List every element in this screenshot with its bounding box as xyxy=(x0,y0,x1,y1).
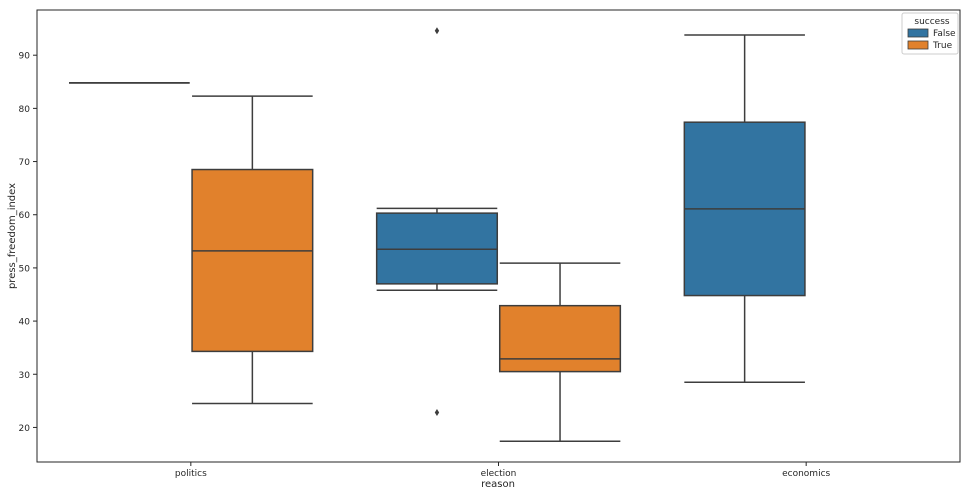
boxes-layer xyxy=(68,27,806,443)
legend-swatch-true xyxy=(907,40,929,50)
y-tick-label: 50 xyxy=(19,264,31,274)
legend-swatch-false xyxy=(907,28,929,38)
y-tick-label: 30 xyxy=(19,371,31,381)
box-body xyxy=(191,168,314,353)
box-true-election xyxy=(498,262,622,443)
outlier-point xyxy=(434,409,440,417)
y-tick-label: 90 xyxy=(19,52,31,62)
box-body xyxy=(375,212,499,285)
y-tick-label: 80 xyxy=(19,105,31,115)
x-tick-label: election xyxy=(481,469,517,479)
legend: success False True xyxy=(901,12,959,55)
x-axis-label: reason xyxy=(481,479,515,490)
x-tick-label: politics xyxy=(175,469,207,479)
box-false-economics xyxy=(683,34,806,383)
legend-label-true: True xyxy=(932,41,953,51)
y-tick-label: 20 xyxy=(19,424,31,434)
y-tick-label: 60 xyxy=(19,211,31,221)
y-tick-label: 70 xyxy=(19,158,31,168)
x-tick-label: economics xyxy=(782,469,830,479)
y-axis: 20 30 40 50 60 70 80 90 xyxy=(19,52,37,434)
box-body xyxy=(498,304,622,373)
legend-label-false: False xyxy=(933,29,956,39)
y-axis-label: press_freedom_index xyxy=(7,183,18,289)
outlier-point xyxy=(434,27,440,35)
legend-title: success xyxy=(914,17,950,27)
plot-area xyxy=(36,9,961,463)
y-tick-label: 40 xyxy=(19,318,31,328)
box-false-election xyxy=(375,27,499,417)
box-true-politics xyxy=(191,95,314,405)
x-axis: politics election economics xyxy=(175,462,831,479)
